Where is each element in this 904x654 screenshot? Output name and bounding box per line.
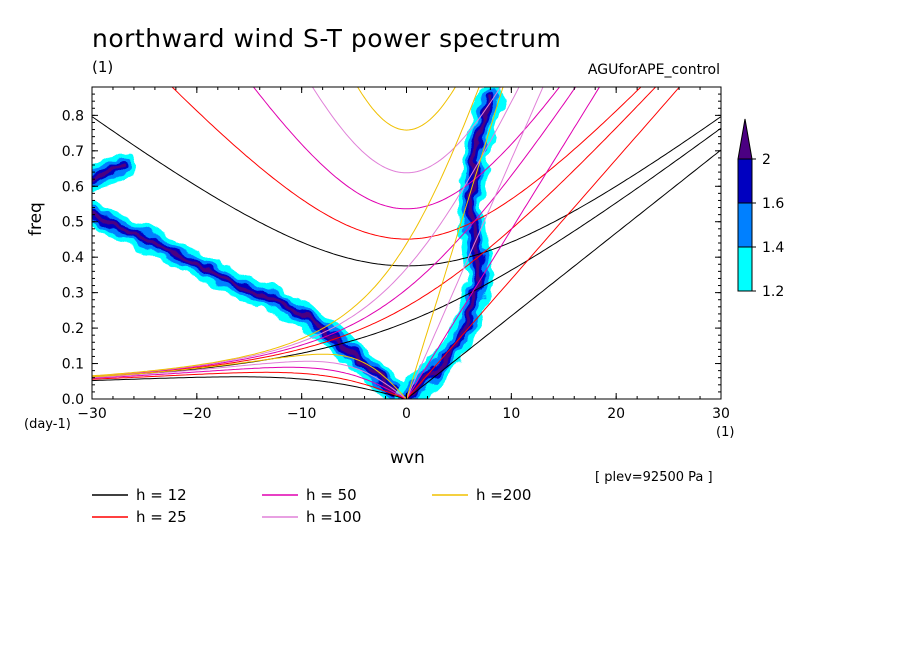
curve-ig-h12 bbox=[92, 116, 721, 267]
x-tick-label: 30 bbox=[712, 406, 730, 422]
colorbar-label: 1.4 bbox=[762, 240, 784, 256]
legend-label: h =200 bbox=[476, 486, 531, 504]
westward-band-level-3 bbox=[92, 212, 398, 394]
axes: −30 −20 −10 0 10 20 30 0.0 0.1 0.2 0.3 0.4 0.5 0.6 0.7… bbox=[62, 87, 730, 422]
colorbar-label: 1.2 bbox=[762, 284, 784, 300]
y-tick-label: 0.6 bbox=[62, 179, 84, 195]
legend: h = 12 h = 25 h = 50 h =100 h =200 bbox=[92, 486, 531, 526]
band-top-left-level-3 bbox=[92, 163, 126, 182]
kelvin-band-level-3 bbox=[404, 95, 493, 399]
pressure-level-note: [ plev=92500 Pa ] bbox=[595, 470, 713, 485]
power-shading bbox=[92, 87, 504, 399]
colorbar-label: 2 bbox=[762, 152, 771, 168]
y-tick-label: 0.4 bbox=[62, 250, 84, 266]
title-unit: (1) bbox=[92, 58, 114, 76]
curve-ros-h12 bbox=[92, 376, 407, 399]
curve-kel-h25 bbox=[406, 87, 681, 399]
x-tick-label: −10 bbox=[287, 406, 317, 422]
curve-ig-h25 bbox=[171, 87, 642, 240]
curve-ros-h50 bbox=[92, 366, 407, 399]
curve-kel-h200 bbox=[406, 87, 504, 399]
curve-mrg-h100 bbox=[92, 87, 520, 377]
x-axis-unit: (1) bbox=[716, 425, 735, 440]
colorbar-segment bbox=[737, 158, 753, 204]
legend-label: h = 25 bbox=[136, 508, 187, 526]
curve-mrg-h12 bbox=[92, 127, 721, 378]
curve-ig-h50 bbox=[252, 87, 561, 210]
curve-ros-h25 bbox=[92, 371, 407, 399]
curve-ros-h100 bbox=[92, 360, 407, 399]
y-tick-label: 0.3 bbox=[62, 286, 84, 302]
curve-kel-h100 bbox=[406, 87, 544, 399]
x-tick-label: 0 bbox=[402, 406, 411, 422]
y-tick-label: 0.7 bbox=[62, 144, 84, 160]
y-tick-label: 0.2 bbox=[62, 321, 84, 337]
colorbar-segment bbox=[737, 246, 753, 292]
x-tick-label: 20 bbox=[607, 406, 625, 422]
curve-ros-h200 bbox=[92, 353, 407, 399]
x-tick-label: −30 bbox=[77, 406, 107, 422]
dispersion-curves bbox=[92, 87, 721, 399]
colorbar-arrow bbox=[737, 118, 753, 160]
curve-mrg-h50 bbox=[92, 87, 577, 377]
curve-kel-h50 bbox=[406, 87, 601, 399]
colorbar-label: 1.6 bbox=[762, 196, 784, 212]
y-tick-label: 0.0 bbox=[62, 392, 84, 408]
curve-ig-h200 bbox=[357, 87, 456, 131]
y-tick-label: 0.8 bbox=[62, 108, 84, 124]
run-name: AGUforAPE_control bbox=[587, 62, 720, 78]
x-axis-label: wvn bbox=[390, 448, 425, 468]
curve-kel-h12 bbox=[406, 149, 721, 399]
colorbar-segment bbox=[737, 202, 753, 248]
legend-label: h =100 bbox=[306, 508, 361, 526]
chart-title: northward wind S-T power spectrum bbox=[92, 24, 562, 53]
y-axis-unit: (day-1) bbox=[24, 417, 71, 432]
x-tick-label: −20 bbox=[182, 406, 212, 422]
colorbar: 1.2 1.4 1.6 2 bbox=[737, 118, 784, 300]
curve-mrg-h200 bbox=[92, 87, 480, 377]
curve-mrg-h25 bbox=[92, 87, 657, 378]
legend-label: h = 12 bbox=[136, 486, 187, 504]
y-tick-label: 0.1 bbox=[62, 357, 84, 373]
y-tick-label: 0.5 bbox=[62, 215, 84, 231]
legend-label: h = 50 bbox=[306, 486, 357, 504]
curve-ig-h100 bbox=[311, 87, 502, 174]
x-tick-label: 10 bbox=[502, 406, 520, 422]
